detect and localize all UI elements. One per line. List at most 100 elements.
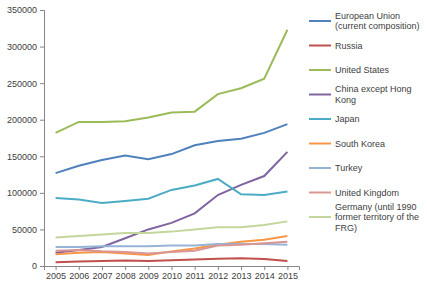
x-tick: 2008	[116, 266, 136, 281]
legend-item: South Korea	[309, 139, 385, 149]
x-tick-label: 2009	[139, 271, 159, 281]
series-line	[56, 152, 288, 253]
x-tick-mark	[218, 266, 219, 270]
y-tick-mark	[40, 83, 44, 84]
legend-item: Russia	[309, 41, 363, 51]
legend-item: China except HongKong	[309, 84, 412, 105]
legend-label: United States	[335, 65, 390, 75]
y-tick-mark	[40, 47, 44, 48]
y-tick-label: 0	[32, 261, 37, 271]
y-tick-label: 250000	[7, 79, 37, 89]
legend-label: United Kingdom	[335, 188, 399, 198]
legend: European Union(current composition) Russi…	[309, 11, 420, 233]
legend-label-line: China except Hong	[335, 84, 412, 94]
x-tick-mark	[241, 266, 242, 270]
x-axis-line	[45, 267, 300, 271]
legend-swatch	[309, 45, 331, 47]
y-tick: 100000	[7, 188, 44, 198]
legend-swatch	[309, 69, 331, 71]
x-tick: 2014	[255, 266, 275, 281]
y-tick-mark	[40, 120, 44, 121]
series-line	[56, 221, 288, 237]
y-tick-label: 150000	[7, 152, 37, 162]
x-tick-mark	[195, 266, 196, 270]
legend-label-line: European Union	[335, 11, 400, 21]
legend-item: United Kingdom	[309, 188, 399, 198]
y-tick-mark	[40, 156, 44, 157]
y-tick-label: 200000	[7, 115, 37, 125]
legend-swatch	[309, 143, 331, 145]
series-line	[56, 30, 288, 133]
legend-label: Japan	[335, 114, 360, 124]
y-tick-mark	[40, 10, 44, 11]
legend-label-line: United States	[335, 65, 390, 75]
legend-label-line: Turkey	[335, 163, 363, 173]
y-axis-line	[40, 11, 45, 267]
legend-item: Germany (until 1990former territory of t…	[309, 202, 419, 233]
legend-label: South Korea	[335, 139, 385, 149]
x-tick-mark	[172, 266, 173, 270]
legend-swatch	[309, 20, 331, 22]
legend-item: Japan	[309, 114, 360, 124]
chart: 0 50000 100000 150000 200000 250000 300000 3500…	[0, 0, 427, 290]
x-tick: 2010	[162, 266, 182, 281]
x-tick: 2007	[92, 266, 112, 281]
y-tick: 150000	[7, 152, 44, 162]
y-tick: 50000	[12, 225, 44, 235]
legend-label-line: Germany (until 1990	[335, 202, 417, 212]
legend-label: Russia	[335, 41, 363, 51]
x-tick-label: 2005	[46, 271, 66, 281]
y-tick-label: 100000	[7, 188, 37, 198]
y-tick-label: 350000	[7, 5, 37, 15]
series-line	[56, 179, 288, 203]
x-tick: 2009	[139, 266, 159, 281]
x-tick: 2012	[208, 266, 228, 281]
y-tick: 200000	[7, 115, 44, 125]
legend-label: Germany (until 1990former territory of t…	[335, 202, 419, 233]
legend-label: European Union(current composition)	[335, 11, 420, 32]
x-tick-label: 2010	[162, 271, 182, 281]
series-line	[56, 236, 288, 255]
x-tick-mark	[102, 266, 103, 270]
series-line	[56, 258, 288, 262]
x-tick: 2013	[232, 266, 252, 281]
legend-label-line: Russia	[335, 41, 363, 51]
legend-label-line: Kong	[335, 95, 356, 105]
y-tick-label: 50000	[12, 225, 37, 235]
legend-label-line: FRG)	[335, 223, 357, 233]
legend-item: European Union(current composition)	[309, 11, 420, 32]
series-line	[56, 242, 288, 254]
legend-swatch	[309, 94, 331, 96]
lines	[56, 30, 288, 263]
x-tick-mark	[287, 266, 288, 270]
y-tick: 250000	[7, 79, 44, 89]
x-tick-label: 2011	[186, 271, 205, 281]
y-tick: 300000	[7, 42, 44, 52]
x-tick-label: 2012	[208, 271, 228, 281]
y-tick-mark	[40, 229, 44, 230]
legend-label-line: (current composition)	[335, 21, 420, 31]
y-tick-mark	[40, 193, 44, 194]
legend-label-line: United Kingdom	[335, 188, 399, 198]
legend-swatch	[309, 192, 331, 194]
x-tick-mark	[56, 266, 57, 270]
legend-swatch	[309, 216, 331, 218]
legend-swatch	[309, 118, 331, 120]
x-tick-label: 2008	[116, 271, 136, 281]
x-tick-mark	[264, 266, 265, 270]
legend-label: Turkey	[335, 163, 363, 173]
x-tick-mark	[125, 266, 126, 270]
x-tick: 2005	[46, 266, 66, 281]
x-tick-label: 2006	[69, 271, 89, 281]
x-tick: 2011	[186, 266, 205, 281]
legend-label-line: Japan	[335, 114, 360, 124]
legend-swatch	[309, 167, 331, 169]
x-tick-label: 2007	[92, 271, 112, 281]
x-tick-label: 2013	[232, 271, 252, 281]
x-tick-label: 2015	[278, 271, 298, 281]
y-tick: 350000	[7, 5, 44, 15]
x-tick-mark	[79, 266, 80, 270]
y-tick-label: 300000	[7, 42, 37, 52]
legend-label: China except HongKong	[335, 84, 412, 105]
y-tick: 0	[32, 261, 44, 271]
